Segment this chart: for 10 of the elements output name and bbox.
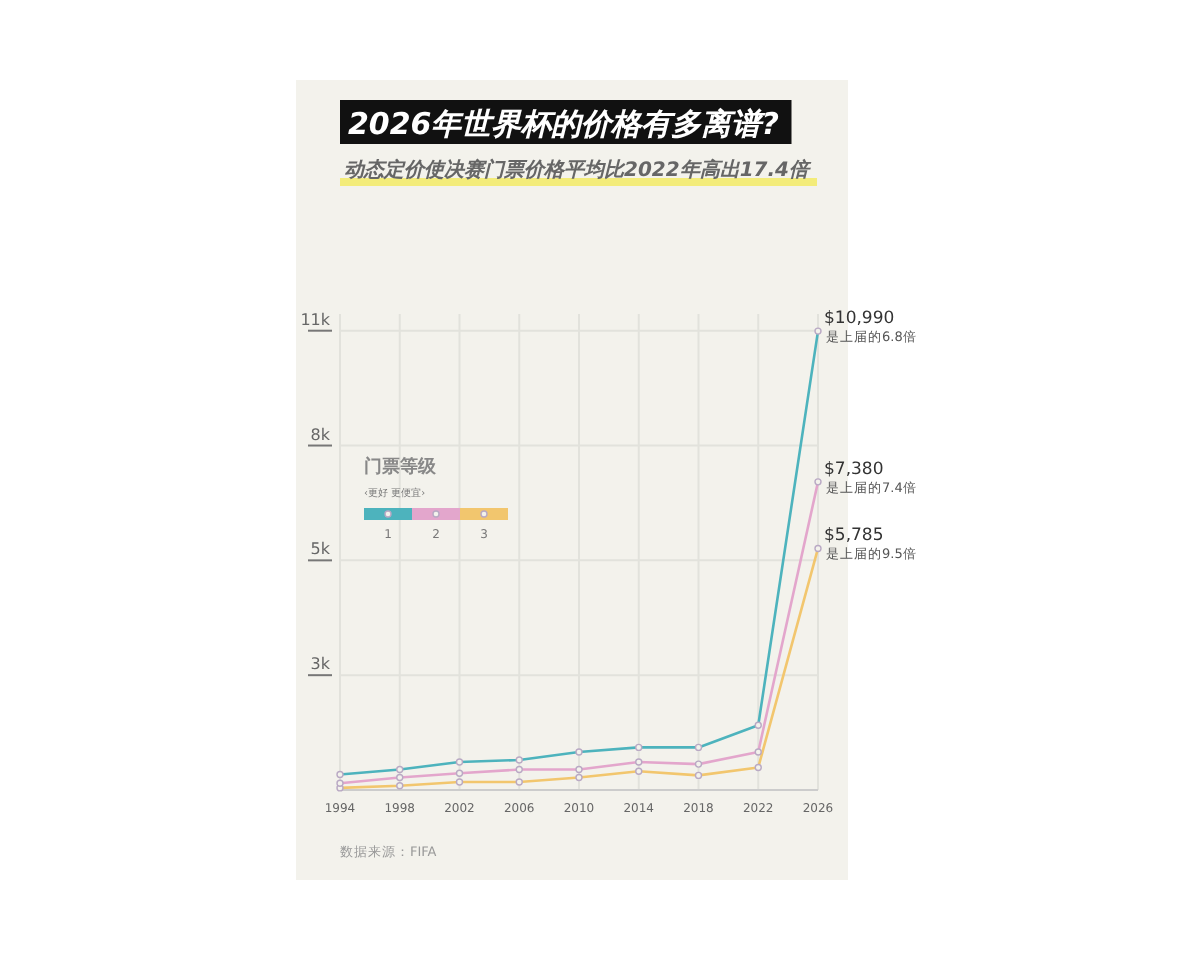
chart-title: 2026年世界杯的价格有多离谱?	[348, 106, 780, 142]
data-label: $10,990	[824, 309, 895, 330]
chart-subtitle: 动态定价使决赛门票价格平均比2022年高出17.4倍	[344, 158, 814, 182]
data-label: $7,380	[824, 459, 884, 480]
y-tick-label: 8k	[310, 425, 331, 444]
data-label: $5,785	[824, 526, 884, 547]
y-tick-label: 3k	[310, 655, 331, 674]
y-tick-label: 11k	[300, 310, 331, 329]
y-tick-label: 5k	[310, 540, 331, 559]
legend-title: 门票等级	[364, 456, 438, 478]
